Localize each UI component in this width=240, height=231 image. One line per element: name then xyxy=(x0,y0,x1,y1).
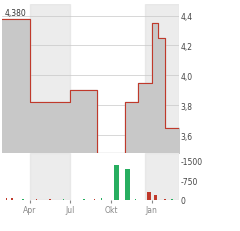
Bar xyxy=(145,153,179,200)
Bar xyxy=(154,195,157,200)
Bar xyxy=(164,199,166,200)
Bar xyxy=(63,199,64,200)
Bar xyxy=(147,192,151,200)
Bar xyxy=(94,199,96,200)
Bar xyxy=(22,199,24,200)
Bar xyxy=(6,198,7,200)
Bar xyxy=(171,199,173,200)
Bar xyxy=(11,198,13,200)
Bar xyxy=(145,5,179,153)
Bar xyxy=(36,199,37,200)
Text: 4,380: 4,380 xyxy=(4,9,26,18)
Bar xyxy=(30,5,70,153)
Bar xyxy=(101,198,102,200)
Bar xyxy=(135,199,136,200)
Bar xyxy=(83,199,85,200)
Bar xyxy=(30,153,70,200)
Bar xyxy=(125,169,130,200)
Text: 3,465: 3,465 xyxy=(85,157,107,166)
Bar xyxy=(114,165,119,200)
Bar xyxy=(49,199,51,200)
